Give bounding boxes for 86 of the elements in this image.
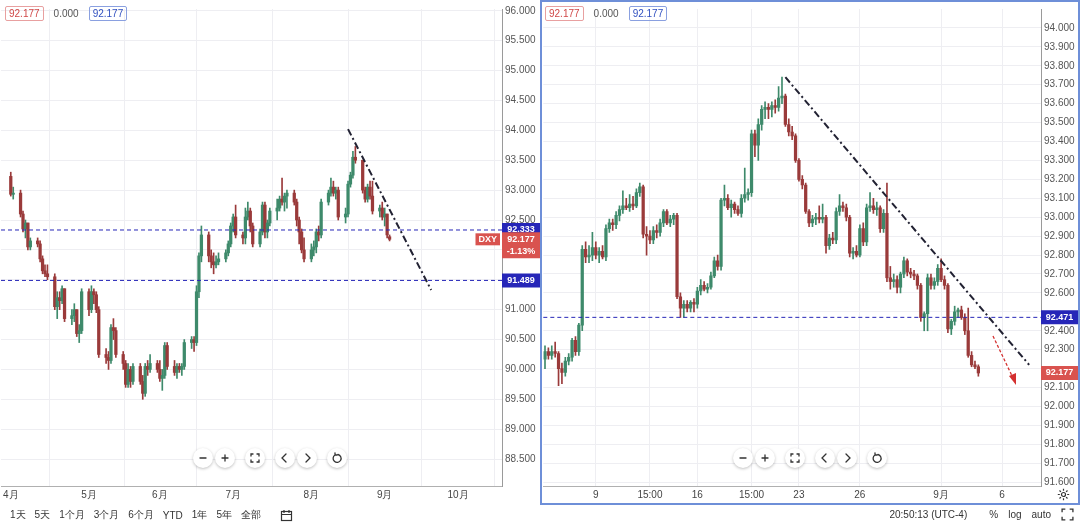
y-tick-label: 89.000 xyxy=(505,422,537,434)
candlestick xyxy=(631,196,635,210)
x-tick-label: 7月 xyxy=(225,488,241,500)
x-tick-label: 15:00 xyxy=(739,488,765,500)
y-tick-label: 93.300 xyxy=(1044,154,1076,166)
x-tick-label: 5月 xyxy=(81,488,97,500)
y-tick-label: 96.000 xyxy=(505,4,537,16)
x-tick-label: 4月 xyxy=(3,488,19,500)
text: auto xyxy=(1031,509,1051,520)
y-tick-label: 93.700 xyxy=(1044,78,1076,90)
y-tick-label: 94.500 xyxy=(505,94,537,106)
x-tick-label: 6 xyxy=(999,488,1006,500)
annotation: 92.177 xyxy=(628,6,668,21)
y-tick-label: 90.000 xyxy=(505,363,537,375)
annotation: DXY xyxy=(478,233,498,244)
y-tick-label: 92.000 xyxy=(1044,400,1076,412)
candlestick xyxy=(875,201,879,216)
text: 1年 xyxy=(191,508,208,522)
x-tick-label: 15:00 xyxy=(637,488,663,500)
y-tick-label: 93.200 xyxy=(1044,173,1076,185)
y-tick-label: 93.100 xyxy=(1044,192,1076,204)
text: 1天 xyxy=(10,508,26,522)
y-tick-label: 91.600 xyxy=(1044,475,1076,487)
text: 1个月 xyxy=(59,508,85,522)
candlestick xyxy=(892,273,896,288)
y-tick-label: 91.700 xyxy=(1044,457,1076,469)
candlestick xyxy=(285,189,289,209)
y-tick-label: 92.700 xyxy=(1044,267,1076,279)
y-tick-label: 92.500 xyxy=(505,213,537,225)
y-tick-label: 93.500 xyxy=(505,153,537,165)
y-tick-label: 88.500 xyxy=(505,452,537,464)
y-tick-label: 92.400 xyxy=(1044,324,1076,336)
y-tick-label: 93.500 xyxy=(1044,116,1076,128)
annotation: 0.000 xyxy=(52,7,80,21)
annotation: 0.000 xyxy=(592,7,620,21)
y-tick-label: 92.900 xyxy=(1044,229,1076,241)
ref-line-label: 91.489 xyxy=(507,274,535,285)
y-tick-label: 91.900 xyxy=(1044,419,1076,431)
text: 3个月 xyxy=(93,508,120,522)
y-tick-label: 92.800 xyxy=(1044,248,1076,260)
y-tick-label: 93.400 xyxy=(1044,135,1076,147)
text: YTD xyxy=(162,509,183,521)
text: 92.177 xyxy=(1045,367,1074,378)
x-tick-label: 8月 xyxy=(303,488,320,500)
x-tick-label: 9 xyxy=(593,488,599,500)
y-tick-label: 90.500 xyxy=(505,333,537,345)
y-tick-label: 92.600 xyxy=(1044,286,1076,298)
y-tick-label: 95.000 xyxy=(505,64,537,76)
y-tick-label: 93.800 xyxy=(1044,59,1076,71)
y-tick-label: 93.900 xyxy=(1044,40,1076,52)
y-tick-label: 91.000 xyxy=(505,303,537,315)
y-tick-label: 89.500 xyxy=(505,393,537,405)
annotation: 92.177 xyxy=(545,6,584,21)
text: 5天 xyxy=(34,508,51,522)
ref-line-label: 92.471 xyxy=(1045,311,1074,322)
y-tick-label: 92.300 xyxy=(1044,343,1076,355)
annotation: 92.177 xyxy=(5,6,44,21)
y-tick-label: 93.000 xyxy=(1044,210,1076,222)
x-tick-label: 23 xyxy=(793,488,805,500)
candlestick xyxy=(692,298,696,313)
candlestick xyxy=(11,186,15,200)
text: 20:50:13 (UTC-4) xyxy=(889,509,968,520)
x-tick-label: 6月 xyxy=(152,488,168,500)
ref-line-label: 92.333 xyxy=(507,224,535,235)
y-tick-label: 92.100 xyxy=(1044,381,1076,393)
text: 92.177 xyxy=(507,233,535,244)
y-tick-label: 95.500 xyxy=(505,34,537,46)
y-tick-label: 91.800 xyxy=(1044,438,1076,450)
text: log xyxy=(1008,509,1022,520)
candlestick xyxy=(655,224,659,239)
y-tick-label: 93.600 xyxy=(1044,97,1076,109)
text: -1.13% xyxy=(506,245,536,256)
text: 全部 xyxy=(240,508,261,522)
x-tick-label: 9月 xyxy=(376,488,393,500)
y-tick-label: 94.000 xyxy=(505,124,537,136)
annotation: 92.177 xyxy=(88,6,128,21)
text: 5年 xyxy=(216,508,232,522)
text: % xyxy=(989,509,999,520)
x-tick-label: 26 xyxy=(854,488,866,500)
y-tick-label: 93.000 xyxy=(505,183,537,195)
text: 6个月 xyxy=(128,508,154,522)
candlestick xyxy=(851,247,855,260)
x-tick-label: 9月 xyxy=(933,488,949,500)
x-tick-label: 16 xyxy=(691,488,704,500)
x-tick-label: 10月 xyxy=(447,488,469,500)
y-tick-label: 94.000 xyxy=(1044,21,1076,33)
